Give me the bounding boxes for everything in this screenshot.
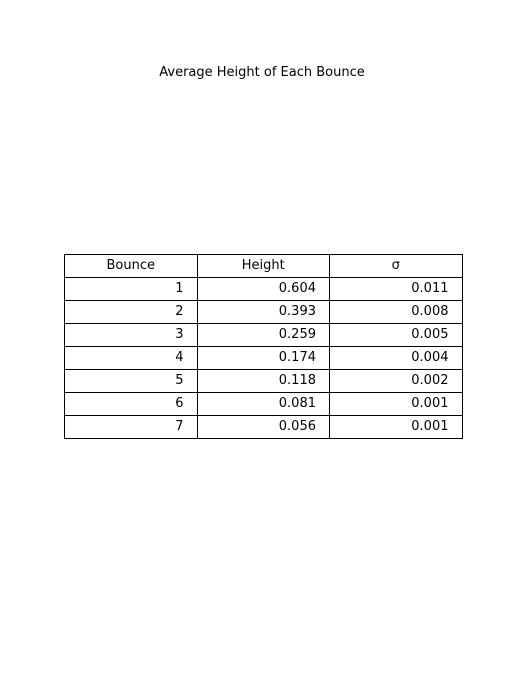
cell-sigma: 0.004 — [329, 346, 463, 370]
cell-height: 0.056 — [196, 415, 330, 439]
table-row: 1 0.604 0.011 — [64, 277, 463, 301]
cell-sigma: 0.001 — [329, 392, 463, 416]
table-title: Average Height of Each Bounce — [159, 65, 365, 80]
header-row: Bounce Height σ — [64, 254, 463, 278]
table-row: 5 0.118 0.002 — [64, 369, 463, 393]
cell-height: 0.174 — [196, 346, 330, 370]
cell-sigma: 0.001 — [329, 415, 463, 439]
cell-height: 0.081 — [196, 392, 330, 416]
table-header: Bounce Height σ — [64, 254, 463, 278]
cell-bounce: 7 — [64, 415, 198, 439]
data-table: Bounce Height σ 1 0.604 0.011 2 0.393 0.… — [64, 254, 463, 439]
cell-bounce: 6 — [64, 392, 198, 416]
column-header-bounce: Bounce — [64, 254, 198, 278]
cell-bounce: 4 — [64, 346, 198, 370]
cell-sigma: 0.005 — [329, 323, 463, 347]
cell-bounce: 2 — [64, 300, 198, 324]
table-row: 4 0.174 0.004 — [64, 346, 463, 370]
column-header-sigma: σ — [329, 254, 463, 278]
table-row: 2 0.393 0.008 — [64, 300, 463, 324]
cell-bounce: 5 — [64, 369, 198, 393]
cell-sigma: 0.008 — [329, 300, 463, 324]
cell-bounce: 3 — [64, 323, 198, 347]
column-header-height: Height — [196, 254, 330, 278]
cell-height: 0.393 — [196, 300, 330, 324]
table-body: 1 0.604 0.011 2 0.393 0.008 3 0.259 0.00… — [64, 277, 463, 439]
cell-height: 0.259 — [196, 323, 330, 347]
table-row: 6 0.081 0.001 — [64, 392, 463, 416]
cell-sigma: 0.011 — [329, 277, 463, 301]
table-row: 3 0.259 0.005 — [64, 323, 463, 347]
cell-height: 0.604 — [196, 277, 330, 301]
cell-sigma: 0.002 — [329, 369, 463, 393]
cell-height: 0.118 — [196, 369, 330, 393]
table-row: 7 0.056 0.001 — [64, 415, 463, 439]
cell-bounce: 1 — [64, 277, 198, 301]
